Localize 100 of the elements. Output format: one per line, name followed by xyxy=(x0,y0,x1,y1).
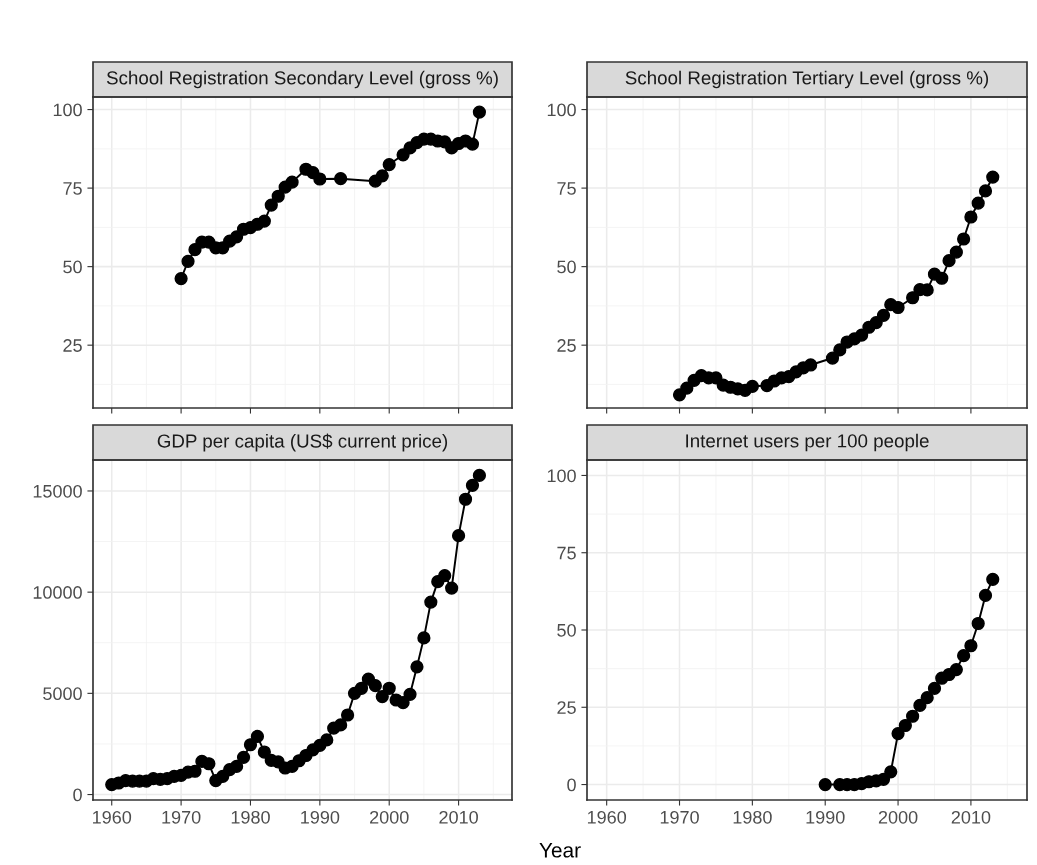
point xyxy=(320,733,334,747)
point xyxy=(403,687,417,701)
chart-title: Internet users per 100 people xyxy=(686,433,929,452)
x-tick-label: 1990 xyxy=(301,810,340,824)
x-tick-label: 1960 xyxy=(93,810,132,824)
point xyxy=(229,759,244,774)
y-tick-label: 25 xyxy=(557,701,576,714)
point xyxy=(971,616,985,631)
point xyxy=(271,189,285,203)
point xyxy=(257,214,271,228)
point xyxy=(978,184,993,198)
point xyxy=(368,679,382,693)
point xyxy=(964,210,978,224)
point xyxy=(986,170,1000,184)
point xyxy=(745,379,759,393)
point xyxy=(202,757,216,771)
point xyxy=(465,137,480,151)
y-tick-label: 5000 xyxy=(43,687,82,701)
point xyxy=(181,254,195,268)
point xyxy=(451,529,466,543)
y-tick-label: 75 xyxy=(557,182,576,195)
point xyxy=(898,718,912,733)
x-tick-label: 1960 xyxy=(587,810,627,824)
y-tick-label: 0 xyxy=(567,778,576,792)
point xyxy=(410,660,424,674)
point xyxy=(264,198,278,212)
point xyxy=(174,271,188,286)
point xyxy=(906,291,920,305)
x-tick-label: 1970 xyxy=(660,810,699,824)
point xyxy=(438,568,452,583)
y-tick-label: 0 xyxy=(73,788,82,802)
point xyxy=(417,631,431,645)
point xyxy=(935,271,949,285)
chart-title: School Registration Secondary Level (gross %) xyxy=(106,70,498,89)
point xyxy=(825,351,840,365)
point xyxy=(236,750,251,764)
chart-title: School Registration Tertiary Level (gross %) xyxy=(625,70,989,89)
point xyxy=(906,709,920,723)
point xyxy=(949,662,963,677)
x-tick-label: 1990 xyxy=(806,810,845,824)
x-tick-label: 2010 xyxy=(439,810,478,824)
point xyxy=(458,492,473,506)
point xyxy=(396,696,410,710)
point xyxy=(927,681,942,696)
point xyxy=(978,588,993,602)
point xyxy=(445,581,459,595)
point xyxy=(375,689,389,704)
x-axis-title: Year xyxy=(539,843,581,858)
x-tick-label: 1980 xyxy=(231,810,270,824)
point xyxy=(964,639,978,653)
y-tick-label: 100 xyxy=(53,103,82,117)
point xyxy=(257,745,271,759)
point xyxy=(971,196,985,210)
y-tick-label: 10000 xyxy=(33,586,82,599)
y-tick-label: 50 xyxy=(557,623,576,637)
point xyxy=(891,300,905,315)
point xyxy=(472,468,486,482)
y-tick-label: 50 xyxy=(557,260,576,274)
point xyxy=(804,358,818,372)
point xyxy=(876,308,891,322)
point xyxy=(424,595,438,609)
y-tick-label: 25 xyxy=(63,339,82,352)
y-tick-label: 100 xyxy=(547,103,576,117)
point xyxy=(334,172,348,186)
y-tick-label: 75 xyxy=(63,182,82,195)
x-tick-label: 1980 xyxy=(733,810,772,824)
y-tick-label: 100 xyxy=(547,469,576,483)
point xyxy=(884,765,898,779)
point xyxy=(833,343,847,357)
point xyxy=(942,254,956,268)
point xyxy=(818,777,832,792)
point xyxy=(313,172,327,186)
x-tick-label: 2000 xyxy=(370,810,409,824)
y-tick-label: 15000 xyxy=(33,484,82,498)
point xyxy=(334,718,348,732)
point xyxy=(920,691,934,705)
y-tick-label: 50 xyxy=(63,260,82,274)
x-tick-label: 1970 xyxy=(162,810,201,824)
chart-title: GDP per capita (US$ current price) xyxy=(157,433,448,452)
point xyxy=(382,681,396,695)
point xyxy=(957,649,971,663)
point xyxy=(382,157,396,172)
point xyxy=(188,764,202,778)
point xyxy=(375,169,389,183)
point xyxy=(243,738,258,752)
point xyxy=(465,478,480,492)
point xyxy=(949,245,963,259)
point xyxy=(855,328,869,342)
point xyxy=(891,726,905,741)
point xyxy=(472,105,486,119)
point xyxy=(957,232,971,246)
point xyxy=(340,708,355,722)
y-tick-label: 75 xyxy=(557,546,576,560)
y-tick-label: 25 xyxy=(557,339,576,352)
point xyxy=(285,175,299,189)
x-tick-label: 2010 xyxy=(951,810,991,824)
point xyxy=(250,729,265,744)
point xyxy=(354,681,369,695)
point xyxy=(986,572,1000,586)
point xyxy=(680,381,694,395)
